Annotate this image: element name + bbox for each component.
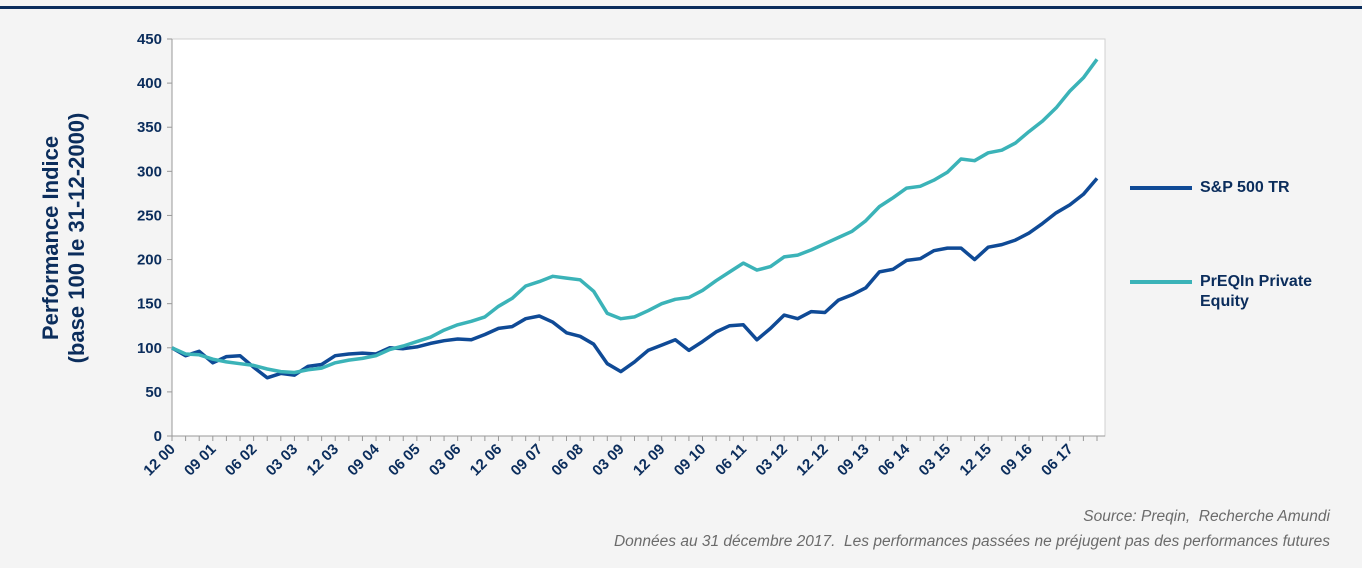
series-line xyxy=(171,177,1099,380)
y-axis-title: Performance Indice xyxy=(38,136,63,340)
x-tick-label: 12 15 xyxy=(956,441,995,480)
y-tick-label: 150 xyxy=(137,296,162,313)
x-tick-label: 06 05 xyxy=(385,441,424,480)
x-tick-label: 03 06 xyxy=(426,441,465,480)
x-tick-label: 12 09 xyxy=(630,441,669,480)
top-rule xyxy=(0,6,1362,9)
x-tick-label: 09 01 xyxy=(181,441,220,480)
x-tick-label: 03 15 xyxy=(916,441,955,480)
x-tick-label: 12 03 xyxy=(303,441,342,480)
legend-entry: S&P 500 TR xyxy=(1200,179,1290,196)
x-tick-label: 03 12 xyxy=(752,441,791,480)
y-tick-label: 350 xyxy=(137,119,162,136)
x-tick-label: 12 06 xyxy=(467,441,506,480)
y-tick-label: 50 xyxy=(145,384,162,401)
x-tick-label: 06 14 xyxy=(875,440,914,479)
x-tick-label: 09 10 xyxy=(671,441,710,480)
y-tick-label: 0 xyxy=(154,428,162,445)
x-tick-label: 06 08 xyxy=(548,441,587,480)
x-tick-label: 12 00 xyxy=(140,441,179,480)
y-tick-label: 200 xyxy=(137,252,162,269)
disclaimer-note: Données au 31 décembre 2017. Les perform… xyxy=(613,533,1330,550)
x-tick-label: 12 12 xyxy=(793,441,832,480)
x-tick-label: 09 07 xyxy=(508,441,547,480)
x-tick-label: 06 11 xyxy=(712,441,750,479)
x-tick-label: 09 04 xyxy=(344,440,383,479)
y-tick-label: 300 xyxy=(137,163,162,180)
x-tick-label: 03 03 xyxy=(263,441,302,480)
x-tick-label: 06 17 xyxy=(1038,441,1077,480)
x-tick-label: 06 02 xyxy=(222,441,261,480)
y-tick-label: 250 xyxy=(137,207,162,224)
x-tick-label: 03 09 xyxy=(589,441,628,480)
plot-area xyxy=(171,38,1106,437)
source-note: Source: Preqin, Recherche Amundi xyxy=(1083,508,1330,525)
x-tick-label: 09 13 xyxy=(834,441,873,480)
y-tick-label: 400 xyxy=(137,75,162,92)
x-tick-label: 09 16 xyxy=(997,441,1036,480)
y-axis-title: (base 100 le 31-12-2000) xyxy=(64,113,89,364)
y-tick-label: 100 xyxy=(137,340,162,357)
series-line xyxy=(171,58,1099,375)
y-tick-label: 450 xyxy=(137,31,162,48)
legend-entry: PrEQIn Private Equity xyxy=(1200,273,1313,310)
